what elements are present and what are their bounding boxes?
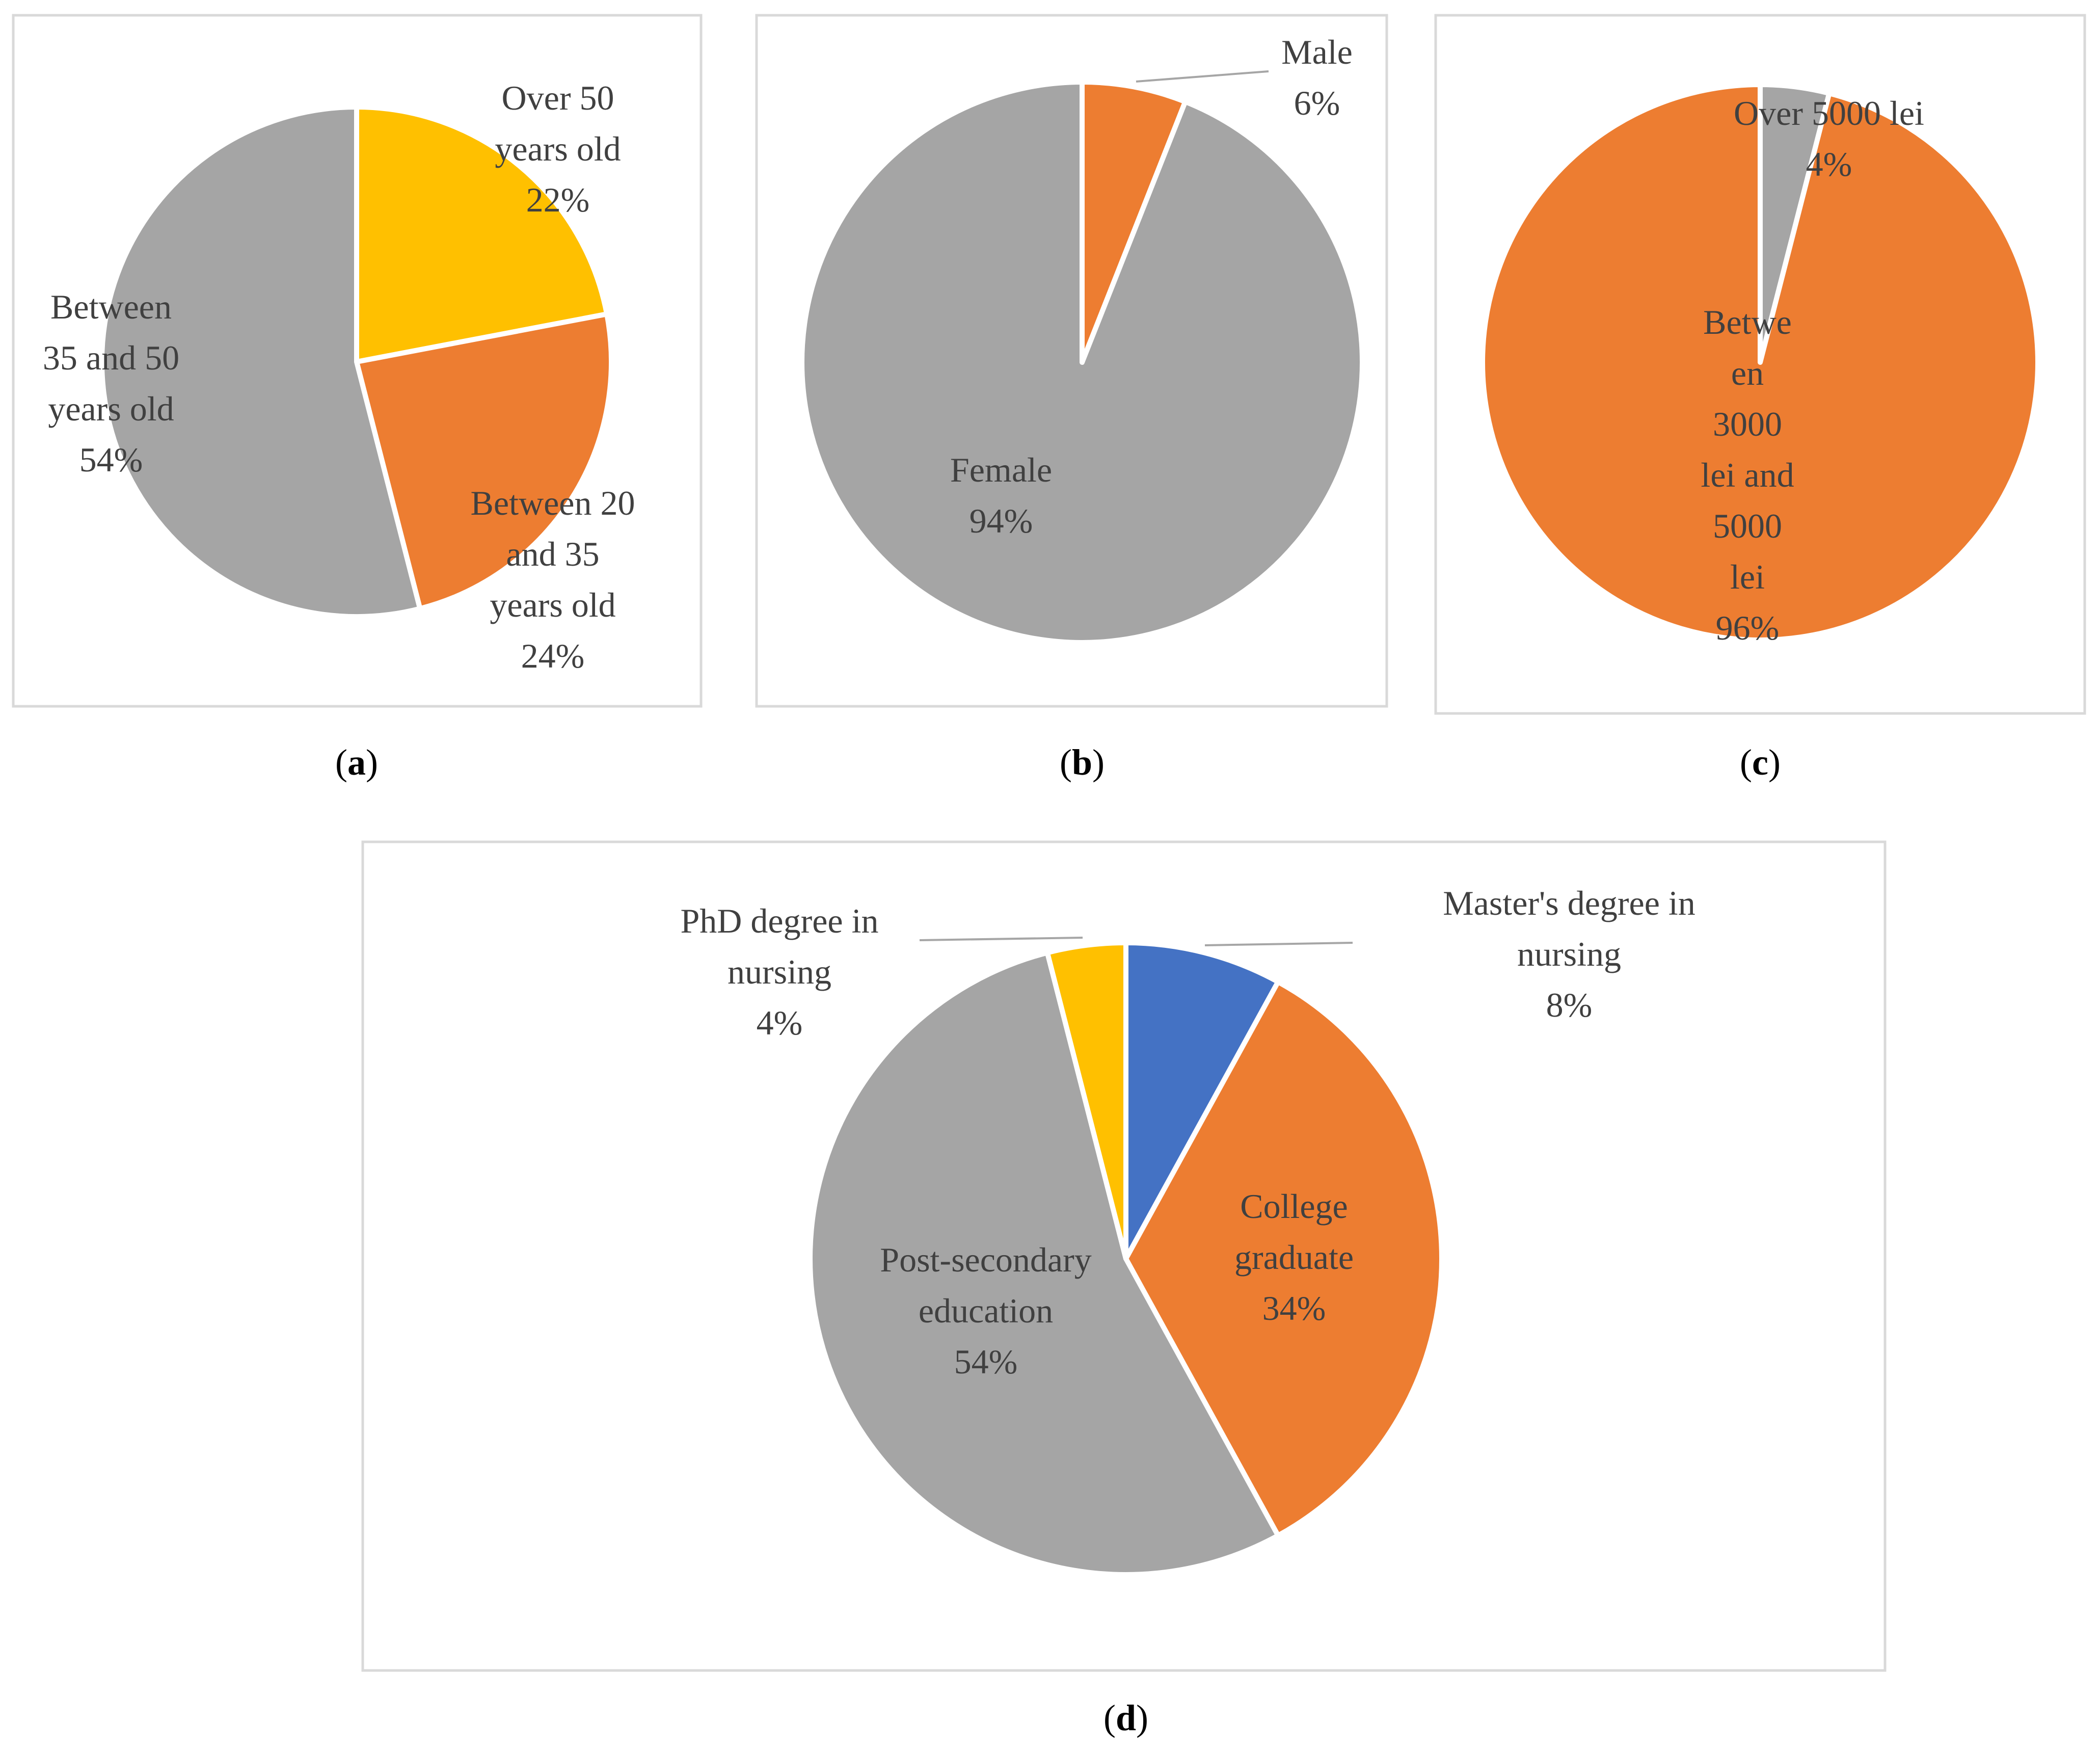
data-label-c-0: Over 5000 lei 4% [1734,94,1924,183]
pie-slice-a-1 [354,311,614,612]
chart-frame-c [1434,14,2086,715]
pie-slice-d-2 [807,950,1281,1577]
data-label-line: years old [495,129,621,168]
data-label-line: PhD degree in [680,901,878,940]
caption-paren-open: ( [1060,742,1072,783]
data-label-a-2: Between 35 and 50 years old 54% [43,287,179,479]
data-label-line: 5000 [1713,507,1782,545]
data-label-line: Over 50 [502,78,614,117]
data-label-line: Master's degree in [1443,884,1695,922]
caption-letter: a [347,742,366,783]
data-label-line: College [1240,1187,1348,1226]
panel-caption-a: (a) [335,742,378,783]
data-label-line: 4% [1806,145,1852,183]
pie-slice-a-2 [99,104,423,619]
data-label-d-3: PhD degree in nursing 4% [680,901,878,1042]
chart-panel-b: Male 6% Female 94% (b) [755,14,1388,783]
caption-paren-open: ( [1740,742,1752,783]
data-label-a-0: Over 50 years old 22% [495,78,621,219]
caption-letter: c [1752,742,1768,783]
data-label-line: en [1731,354,1764,392]
data-label-line: Over 5000 lei [1734,94,1924,132]
data-label-line: education [919,1291,1053,1330]
pie-slice-b-1 [799,79,1365,645]
chart-panel-d: Master's degree in nursing 8% College gradua… [361,840,1887,1738]
chart-frame-d [361,840,1887,1672]
data-label-line: 54% [954,1342,1018,1381]
data-label-line: 94% [970,501,1033,540]
panel-caption-d: (d) [1103,1697,1148,1738]
pie-slice-a-0 [354,104,610,364]
data-label-line: 54% [79,440,143,479]
data-label-line: years old [48,389,174,428]
data-label-line: Betwe [1703,303,1792,341]
data-label-line: 4% [757,1003,803,1042]
data-label-line: 24% [521,636,585,675]
data-label-c-1: Betwe en 3000 lei and 5000 lei 96% [1701,303,1794,647]
data-label-a-1: Between 20 and 35 years old 24% [471,484,635,675]
chart-frame-b [755,14,1388,708]
panel-caption-c: (c) [1740,742,1781,783]
pie-slice-d-3 [1044,940,1128,1261]
chart-panel-a: Over 50 years old 22% Between 20 and 35 years… [12,14,703,783]
caption-paren-close: ) [366,742,378,783]
data-label-line: 6% [1294,84,1340,122]
data-label-line: lei and [1701,456,1794,494]
leader-line-d-3 [919,937,1083,941]
data-label-d-1: College graduate 34% [1234,1187,1354,1328]
panel-caption-b: (b) [1060,742,1105,783]
data-label-line: nursing [728,952,831,991]
data-label-line: Post-secondary [880,1240,1091,1279]
pie-slice-c-1 [1480,82,2041,643]
data-label-line: 3000 [1713,405,1782,443]
data-label-line: 8% [1546,986,1593,1024]
pie-slice-d-0 [1123,940,1281,1261]
data-label-line: nursing [1517,935,1621,973]
leader-line-b-0 [1136,70,1269,83]
data-label-line: Male [1281,33,1353,71]
data-label-line: Female [950,450,1052,489]
data-label-line: Between 20 [471,484,635,522]
chart-frame-a [12,14,703,708]
data-label-line: 96% [1716,608,1780,647]
data-label-line: 35 and 50 [43,338,179,377]
caption-paren-close: ) [1092,742,1105,783]
data-label-line: and 35 [506,535,599,573]
data-label-line: Between [50,287,172,326]
data-label-line: 22% [526,180,590,219]
data-label-line: graduate [1234,1238,1354,1277]
data-label-b-1: Female 94% [950,450,1052,540]
data-label-line: lei [1730,558,1765,596]
data-label-line: years old [490,586,615,624]
caption-letter: b [1072,742,1092,783]
caption-paren-open: ( [1103,1697,1116,1738]
caption-paren-open: ( [335,742,347,783]
data-label-d-0: Master's degree in nursing 8% [1443,884,1695,1024]
caption-paren-close: ) [1136,1697,1148,1738]
data-label-b-0: Male 6% [1281,33,1353,122]
leader-line-d-0 [1204,942,1353,946]
caption-letter: d [1116,1697,1136,1738]
chart-panel-c: Over 5000 lei 4% Betwe en 3000 lei and 5000 lei… [1434,14,2086,783]
data-label-line: 34% [1262,1289,1326,1328]
data-label-d-2: Post-secondary education 54% [880,1240,1091,1381]
caption-paren-close: ) [1768,742,1781,783]
